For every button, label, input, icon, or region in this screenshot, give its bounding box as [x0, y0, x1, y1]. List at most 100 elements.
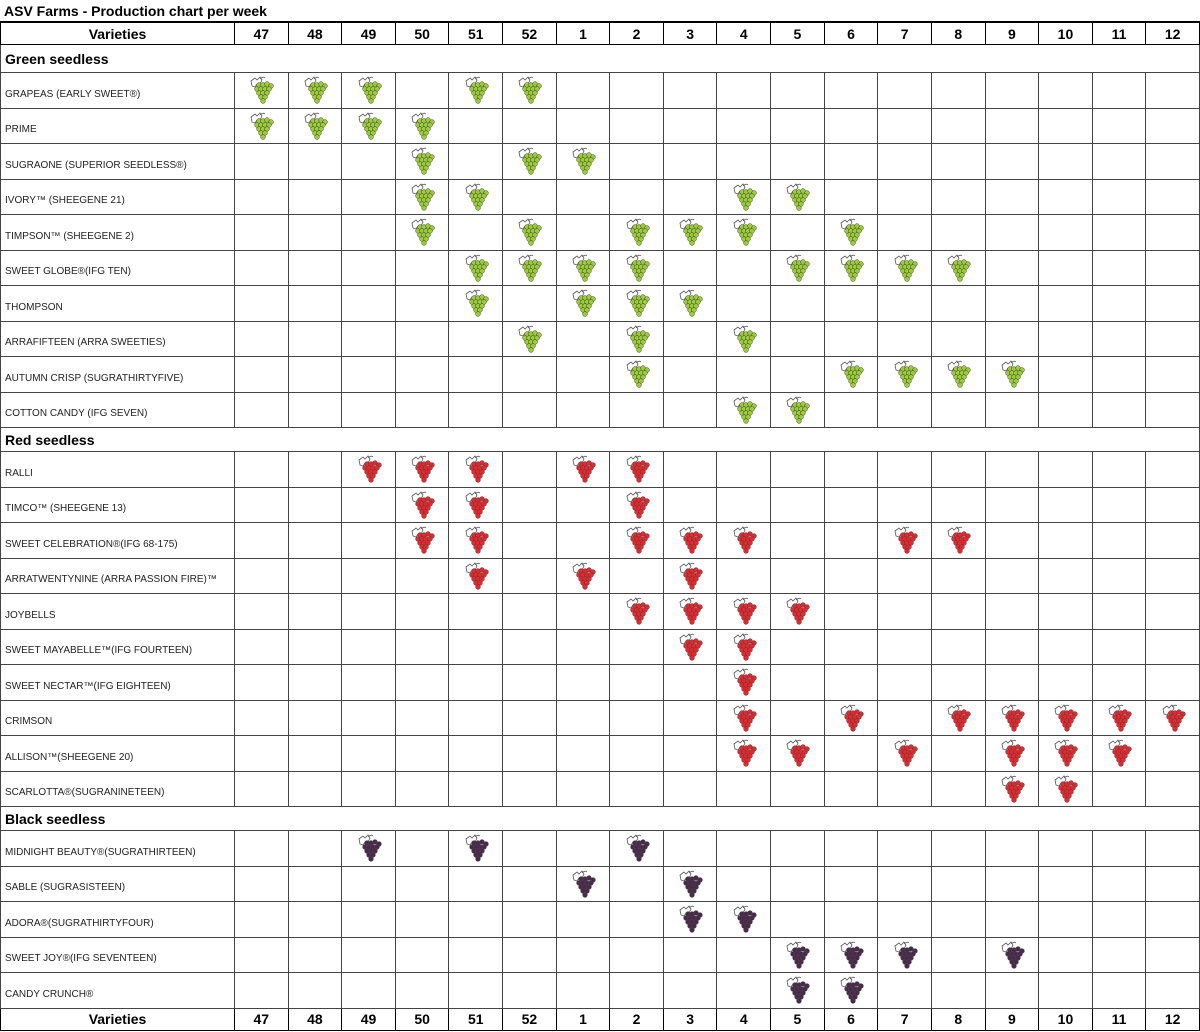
grape-icon [572, 147, 596, 175]
week-cell-1 [555, 628, 611, 665]
week-cell-2 [609, 628, 664, 665]
variety-row: MIDNIGHT BEAUTY®(SUGRATHIRTEEN) [0, 830, 1200, 867]
week-cell-51 [448, 107, 504, 144]
week-cell-11 [1091, 522, 1147, 559]
week-cell-47 [234, 557, 289, 594]
week-cell-1 [555, 285, 611, 322]
grape-icon [733, 668, 757, 696]
week-cell-49 [341, 593, 396, 630]
week-cell-49 [341, 72, 396, 109]
grape-icon [411, 491, 435, 519]
week-cell-49 [341, 735, 396, 772]
week-cell-1 [555, 770, 611, 807]
week-cell-52 [502, 178, 557, 215]
week-header-50: 50 [394, 1007, 450, 1031]
week-cell-48 [287, 214, 343, 251]
week-cell-3 [662, 936, 718, 973]
week-cell-12 [1145, 770, 1200, 807]
grape-icon [733, 325, 757, 353]
week-cell-5 [770, 664, 825, 701]
week-cell-10 [1038, 214, 1093, 251]
variety-name: SWEET MAYABELLE™(IFG FOURTEEN) [0, 628, 235, 665]
week-cell-7 [877, 593, 932, 630]
grape-icon [733, 396, 757, 424]
week-cell-10 [1038, 522, 1093, 559]
grape-icon [626, 491, 650, 519]
section-title: Green seedless [0, 44, 1200, 73]
grape-icon [626, 834, 650, 862]
variety-name: SWEET CELEBRATION®(IFG 68-175) [0, 522, 235, 559]
week-cell-4 [716, 522, 772, 559]
week-cell-7 [877, 451, 932, 488]
week-cell-9 [984, 830, 1040, 867]
week-cell-4 [716, 72, 772, 109]
week-cell-10 [1038, 285, 1093, 322]
week-cell-8 [930, 936, 986, 973]
week-cell-8 [930, 107, 986, 144]
week-cell-11 [1091, 249, 1147, 286]
week-cell-5 [770, 320, 825, 357]
grape-icon [411, 218, 435, 246]
week-cell-50 [394, 628, 450, 665]
week-cell-2 [609, 865, 664, 902]
grape-icon [786, 183, 811, 211]
week-header-4: 4 [716, 1007, 772, 1031]
variety-name: CRIMSON [0, 699, 235, 736]
week-cell-49 [341, 699, 396, 736]
week-cell-11 [1091, 557, 1147, 594]
week-cell-47 [234, 901, 289, 938]
week-cell-8 [930, 72, 986, 109]
week-cell-50 [394, 486, 450, 523]
week-cell-47 [234, 72, 289, 109]
week-cell-49 [341, 285, 396, 322]
grape-icon [840, 360, 864, 388]
grape-icon [572, 455, 596, 483]
week-cell-5 [770, 557, 825, 594]
week-header-4: 4 [716, 22, 772, 45]
grape-icon [733, 905, 757, 933]
variety-name: PRIME [0, 107, 235, 144]
week-cell-8 [930, 178, 986, 215]
grape-icon [679, 870, 703, 898]
week-cell-49 [341, 972, 396, 1009]
week-header-8: 8 [930, 22, 986, 45]
week-header-47: 47 [234, 1007, 289, 1031]
week-cell-47 [234, 143, 289, 180]
week-cell-1 [555, 593, 611, 630]
week-cell-51 [448, 557, 504, 594]
week-cell-7 [877, 356, 932, 393]
week-cell-8 [930, 285, 986, 322]
week-cell-1 [555, 72, 611, 109]
week-cell-52 [502, 865, 557, 902]
week-cell-7 [877, 522, 932, 559]
week-cell-8 [930, 391, 986, 428]
week-cell-47 [234, 770, 289, 807]
week-cell-52 [502, 320, 557, 357]
week-cell-51 [448, 249, 504, 286]
week-cell-51 [448, 285, 504, 322]
week-cell-11 [1091, 830, 1147, 867]
week-cell-52 [502, 699, 557, 736]
week-cell-48 [287, 770, 343, 807]
week-cell-47 [234, 972, 289, 1009]
week-cell-3 [662, 178, 718, 215]
week-cell-48 [287, 249, 343, 286]
week-cell-9 [984, 972, 1040, 1009]
week-cell-5 [770, 391, 825, 428]
week-cell-8 [930, 901, 986, 938]
week-cell-2 [609, 770, 664, 807]
week-cell-9 [984, 936, 1040, 973]
week-cell-6 [823, 830, 879, 867]
week-cell-49 [341, 178, 396, 215]
grape-icon [250, 76, 274, 104]
week-cell-12 [1145, 486, 1200, 523]
week-cell-10 [1038, 770, 1093, 807]
week-cell-9 [984, 143, 1040, 180]
week-cell-6 [823, 72, 879, 109]
week-cell-47 [234, 593, 289, 630]
week-cell-10 [1038, 320, 1093, 357]
variety-name: THOMPSON [0, 285, 235, 322]
grape-icon [679, 597, 703, 625]
week-cell-4 [716, 830, 772, 867]
week-header-51: 51 [448, 1007, 504, 1031]
